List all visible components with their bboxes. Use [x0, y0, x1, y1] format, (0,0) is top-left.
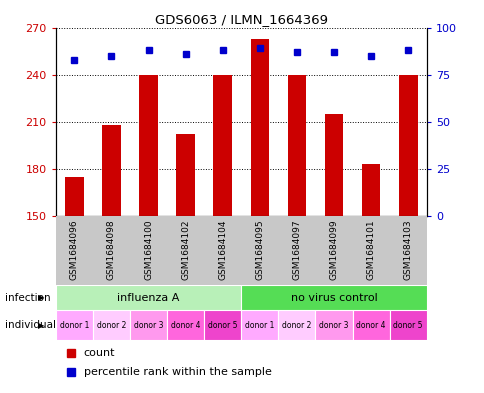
Text: donor 5: donor 5 [393, 321, 422, 330]
Bar [361, 164, 379, 216]
Text: influenza A: influenza A [117, 293, 180, 303]
Bar [130, 310, 166, 340]
Bar [166, 310, 204, 340]
Bar [139, 75, 157, 216]
Text: donor 3: donor 3 [134, 321, 163, 330]
Text: percentile rank within the sample: percentile rank within the sample [83, 367, 271, 378]
Text: GSM1684095: GSM1684095 [255, 220, 264, 280]
Text: donor 2: donor 2 [282, 321, 311, 330]
Text: donor 1: donor 1 [244, 321, 274, 330]
Title: GDS6063 / ILMN_1664369: GDS6063 / ILMN_1664369 [154, 13, 327, 26]
Text: no virus control: no virus control [290, 293, 377, 303]
Text: donor 1: donor 1 [60, 321, 89, 330]
Bar [398, 75, 417, 216]
Bar [213, 75, 231, 216]
Bar [56, 285, 241, 310]
Bar [278, 310, 315, 340]
Text: GSM1684101: GSM1684101 [366, 220, 375, 280]
Text: GSM1684100: GSM1684100 [144, 220, 153, 280]
Text: ▶: ▶ [38, 293, 45, 302]
Text: infection: infection [5, 293, 50, 303]
Bar [102, 125, 121, 216]
Text: GSM1684098: GSM1684098 [106, 220, 116, 280]
Text: donor 2: donor 2 [96, 321, 126, 330]
Text: GSM1684103: GSM1684103 [403, 220, 412, 280]
Text: GSM1684097: GSM1684097 [292, 220, 301, 280]
Bar [315, 310, 352, 340]
Bar [65, 177, 83, 216]
Bar [287, 75, 305, 216]
Bar [250, 39, 269, 216]
Bar [324, 114, 343, 216]
Text: count: count [83, 347, 115, 358]
Text: GSM1684102: GSM1684102 [181, 220, 190, 280]
Bar [389, 310, 426, 340]
Text: GSM1684096: GSM1684096 [70, 220, 79, 280]
Bar [56, 310, 93, 340]
Text: donor 4: donor 4 [356, 321, 385, 330]
Bar [176, 134, 195, 216]
Bar [241, 310, 278, 340]
Bar [352, 310, 389, 340]
Text: GSM1684104: GSM1684104 [218, 220, 227, 280]
Bar [204, 310, 241, 340]
Text: donor 5: donor 5 [208, 321, 237, 330]
Text: GSM1684099: GSM1684099 [329, 220, 338, 280]
Text: ▶: ▶ [38, 321, 45, 330]
Text: donor 3: donor 3 [318, 321, 348, 330]
Bar [241, 285, 426, 310]
Text: individual: individual [5, 320, 56, 330]
Text: donor 4: donor 4 [170, 321, 200, 330]
Bar [93, 310, 130, 340]
